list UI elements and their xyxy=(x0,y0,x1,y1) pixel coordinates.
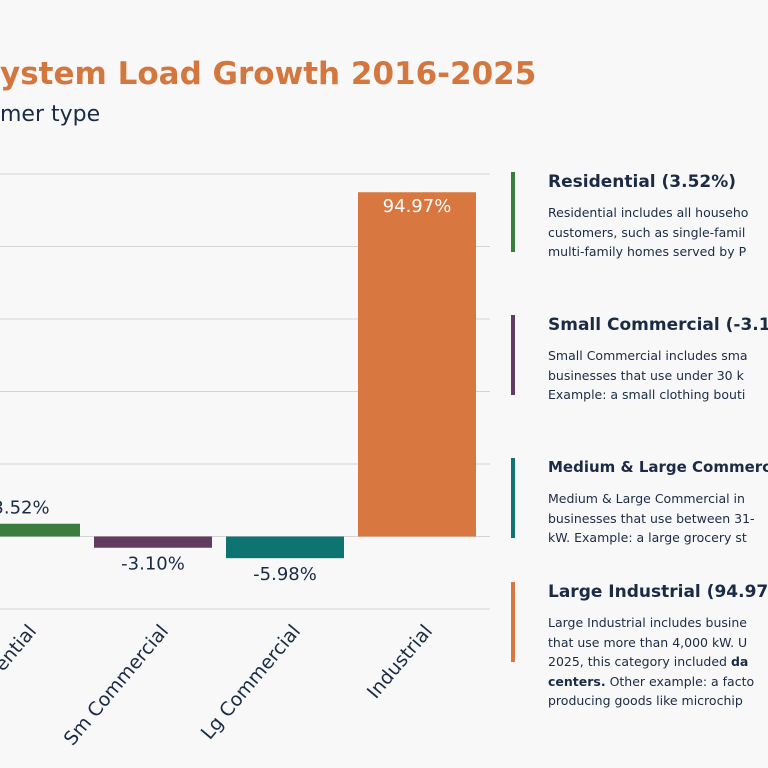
x-tick-label: Lg Commercial xyxy=(197,621,305,744)
text: da xyxy=(730,654,749,669)
text: 2025, this category included xyxy=(548,654,731,669)
description-line: businesses that use under 30 k xyxy=(548,366,748,386)
value-label: -5.98% xyxy=(253,564,317,585)
text: producing goods like microchip xyxy=(548,693,743,708)
legend-description: Residential includes all househo customer… xyxy=(548,203,748,262)
description-line: businesses that use between 31- xyxy=(548,509,755,529)
legend-item: Large Industrial (94.97 Large Industrial … xyxy=(511,582,768,722)
text: Large Industrial includes busine xyxy=(548,615,747,630)
text: businesses that use under 30 k xyxy=(548,367,744,383)
text: multi-family homes served by P xyxy=(548,244,747,259)
x-tick-label: Industrial xyxy=(363,621,437,703)
text: centers. xyxy=(548,673,606,689)
x-tick-label: Sm Commercial xyxy=(60,621,173,750)
value-label: 94.97% xyxy=(383,196,452,217)
legend-item: Small Commercial (-3.1 Small Commercial i… xyxy=(511,315,768,415)
description-line: that use more than 4,000 kW. U xyxy=(548,633,754,653)
description-line: customers, such as single-famil xyxy=(548,223,748,243)
text: Example: a small clothing bouti xyxy=(548,387,746,402)
bar xyxy=(0,523,80,537)
legend-swatch xyxy=(511,315,515,395)
text: businesses that use between 31- xyxy=(548,510,755,526)
chart-subtitle: mer type xyxy=(0,102,101,127)
description-line: 2025, this category included da xyxy=(548,652,754,672)
description-line: Residential includes all househo xyxy=(548,203,748,223)
description-line: Medium & Large Commercial in xyxy=(548,489,755,509)
chart-title: ystem Load Growth 2016-2025 xyxy=(0,56,537,92)
legend-heading: Large Industrial (94.97 xyxy=(548,582,768,602)
text: Other example: a facto xyxy=(605,673,755,689)
text: Medium & Large Commercial in xyxy=(548,491,745,506)
legend-swatch xyxy=(511,582,515,662)
bar xyxy=(358,192,476,537)
legend-swatch xyxy=(511,172,515,252)
legend-description: Large Industrial includes busine that use… xyxy=(548,613,754,711)
legend-heading: Small Commercial (-3.1 xyxy=(548,315,768,335)
legend-description: Medium & Large Commercial in businesses t… xyxy=(548,489,755,548)
text: that use more than 4,000 kW. U xyxy=(548,634,748,650)
description-line: Example: a small clothing bouti xyxy=(548,385,748,405)
value-label: -3.10% xyxy=(121,554,185,575)
x-tick-label: ential xyxy=(0,621,41,676)
legend-heading: Medium & Large Commerc xyxy=(548,458,768,476)
description-line: multi-family homes served by P xyxy=(548,242,748,262)
legend-heading: Residential (3.52%) xyxy=(548,172,737,192)
text: Residential includes all househo xyxy=(548,205,749,220)
text: Small Commercial includes sma xyxy=(548,348,748,363)
description-line: Large Industrial includes busine xyxy=(548,613,754,633)
chart: ential 3.52% Sm Commercial -3.10% Lg Commerc… xyxy=(0,173,490,750)
text: kW. Example: a large grocery st xyxy=(548,530,747,545)
description-line: centers. Other example: a facto xyxy=(548,672,754,692)
legend-description: Small Commercial includes sma businesses … xyxy=(548,346,748,405)
legend-item: Residential (3.52%) Residential includes … xyxy=(511,172,768,272)
bar xyxy=(94,536,212,548)
description-line: Small Commercial includes sma xyxy=(548,346,748,366)
description-line: kW. Example: a large grocery st xyxy=(548,528,755,548)
legend-swatch xyxy=(511,458,515,538)
text: customers, such as single-famil xyxy=(548,224,746,240)
legend-item: Medium & Large Commerc Medium & Large Com… xyxy=(511,458,768,558)
value-label: 3.52% xyxy=(0,498,50,519)
bar xyxy=(226,536,344,559)
description-line: producing goods like microchip xyxy=(548,691,754,711)
